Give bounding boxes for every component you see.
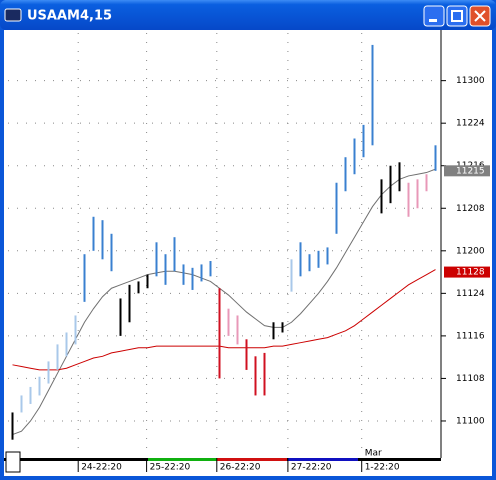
y-tick-label: 11116 [456,331,485,341]
moving-average [12,269,436,371]
y-tick-label: 11300 [456,76,485,86]
x-tick-label: 24-22:20 [81,463,122,473]
x-tick-label: 25-22:20 [150,463,191,473]
y-tick-label: 11108 [456,374,485,384]
maximize-button[interactable] [446,5,468,27]
time-strip [217,458,287,461]
close-button[interactable] [469,5,491,27]
x-tick-label: 26-22:20 [220,463,261,473]
time-strip [288,458,358,461]
app-icon [4,8,22,22]
month-label: Mar [365,449,382,459]
price-tag [444,165,490,177]
y-tick-label: 11100 [456,416,485,426]
y-tick-label: 11124 [456,289,485,299]
scroll-box[interactable] [5,451,21,473]
y-tick-label: 11224 [456,119,485,129]
price-tag-label: 11128 [456,268,485,278]
chart-area [4,30,492,476]
y-tick-label: 11208 [456,204,485,214]
price-tag-label: 11215 [456,166,485,176]
x-tick-label: 1-22:20 [365,463,400,473]
window-title: USAAM4,15 [27,9,112,24]
y-tick-label: 11200 [456,246,485,256]
title-bar [0,0,496,30]
x-tick-label: 27-22:20 [291,463,332,473]
price-tag [444,266,490,278]
minimize-button[interactable] [423,5,445,27]
moving-average [12,168,436,436]
time-strip [148,458,217,461]
